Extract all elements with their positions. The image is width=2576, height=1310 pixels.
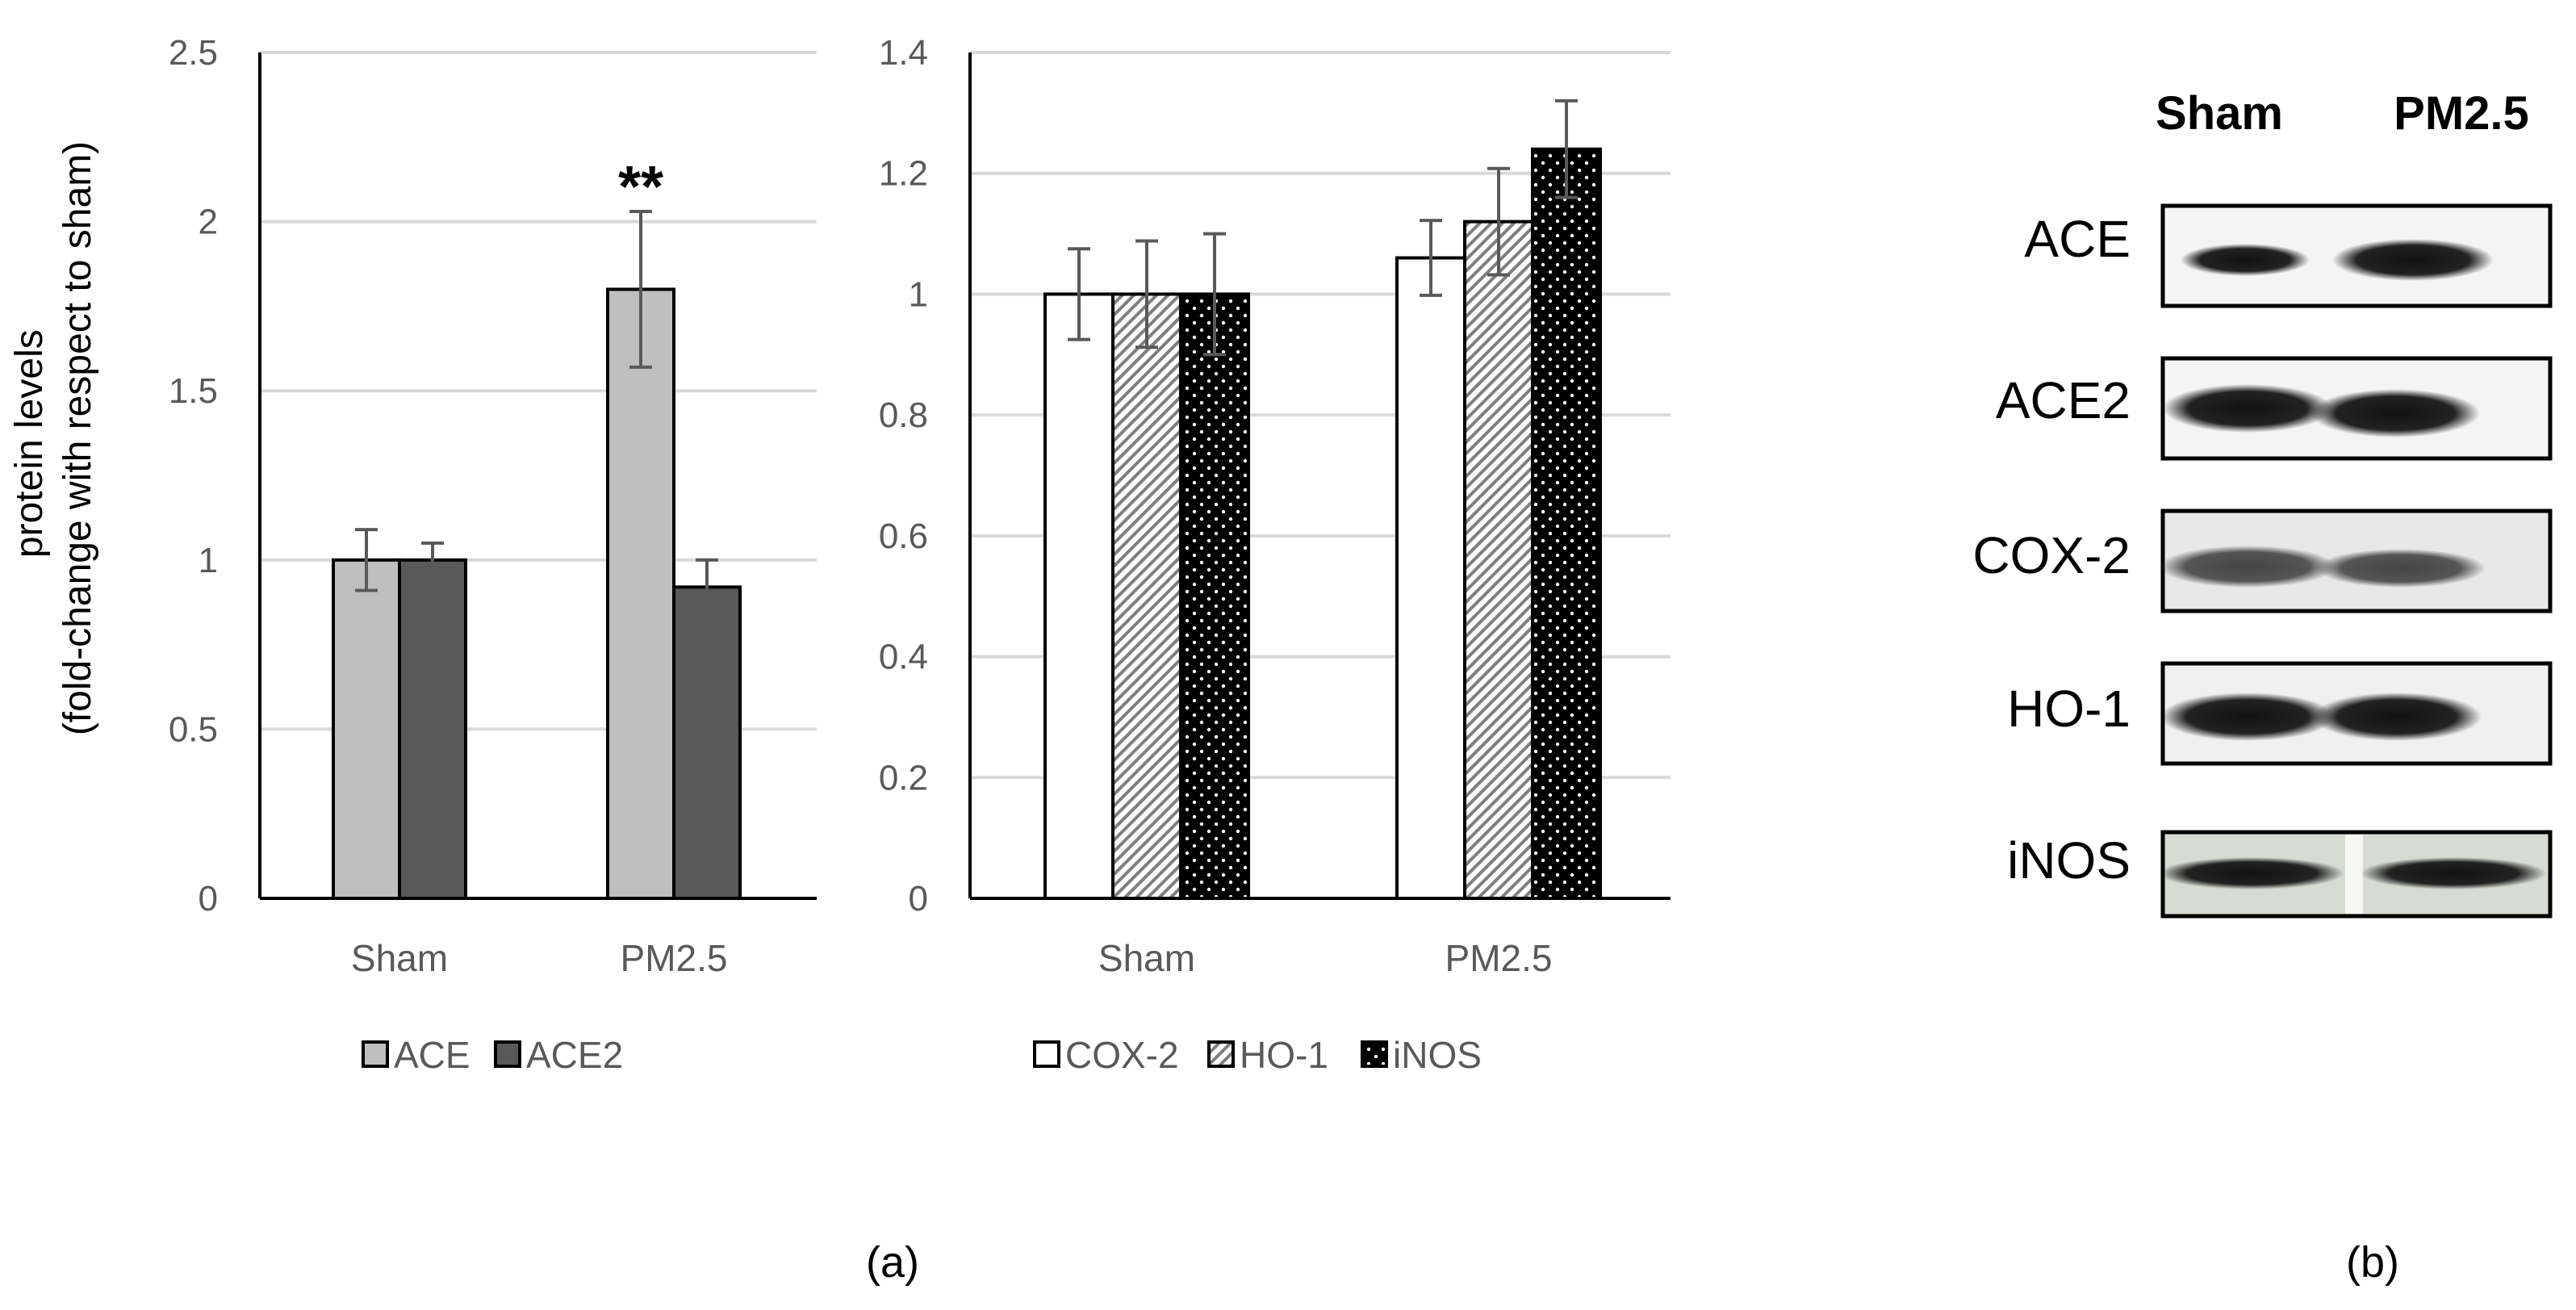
- y-label-line-1: protein levels: [8, 329, 51, 558]
- ace-axes: [258, 52, 817, 900]
- band-ace-sham: [2181, 244, 2310, 276]
- ace-legend: ACE ACE2: [362, 1034, 623, 1076]
- inflam-category-label: Sham: [1098, 937, 1195, 979]
- inflam-bar-cox2-1: [1395, 256, 1466, 900]
- band-ho1-sham: [2160, 693, 2335, 741]
- ace-significance-marker: **: [618, 155, 663, 220]
- ace-y-axis-label: protein levels (fold-change with respect…: [8, 141, 99, 735]
- blot-label-inos: iNOS: [2007, 831, 2131, 889]
- inflam-y-tick-label: 0.6: [879, 517, 928, 556]
- inflam-y-tick-label: 0.2: [879, 758, 928, 797]
- ace-tick-labels: 0 0.5 1 1.5 2 2.5 Sham PM2.5: [169, 33, 728, 979]
- band-inos-pm25: [2361, 857, 2546, 889]
- inflam-bar-inos-1: [1531, 147, 1602, 900]
- ace-y-tick-label: 2.5: [169, 33, 218, 73]
- inflam-y-tick-label: 0: [909, 879, 928, 919]
- inflam-bar-ho1-0: [1111, 292, 1182, 900]
- ace-category-label: Sham: [351, 937, 448, 979]
- blot-label-ace: ACE: [2024, 210, 2131, 268]
- inflam-legend: COX-2 HO-1 iNOS: [1033, 1034, 1482, 1076]
- band-ace2-sham: [2163, 384, 2332, 433]
- band-ho1-pm25: [2312, 693, 2482, 741]
- inflam-y-tick-label: 0.8: [879, 396, 928, 435]
- band-ace-pm25: [2332, 239, 2494, 281]
- panel-a-label: (a): [866, 1238, 919, 1287]
- inflam-y-tick-label: 1.2: [879, 154, 928, 194]
- band-ace2-pm25: [2310, 389, 2480, 437]
- blot-row-cox2: COX-2: [1972, 509, 2553, 613]
- y-label-line-2: (fold-change with respect to sham): [56, 141, 99, 735]
- inflam-bar-cox2-0: [1043, 292, 1114, 900]
- inflam-category-label: PM2.5: [1445, 937, 1553, 979]
- ace-bar-ace2-1: [672, 585, 742, 900]
- blot-row-ho1: HO-1: [2007, 661, 2553, 766]
- ace-chart: ** 0 0.5 1 1.5 2 2.5 Sham PM2.5 ACE ACE2 protein…: [8, 33, 817, 1076]
- ace-category-label: PM2.5: [621, 937, 728, 979]
- blot-label-ho1: HO-1: [2007, 680, 2131, 738]
- inflam-legend-label: iNOS: [1393, 1034, 1482, 1076]
- ace-legend-label: ACE: [394, 1034, 470, 1076]
- band-cox2-pm25: [2316, 549, 2486, 588]
- inflam-legend-label: HO-1: [1240, 1034, 1328, 1076]
- inflam-legend-swatch: [1361, 1040, 1388, 1068]
- inflam-legend-label: COX-2: [1065, 1034, 1179, 1076]
- inflam-legend-swatch: [1207, 1040, 1235, 1068]
- inflam-bar-inos-0: [1179, 292, 1250, 900]
- band-inos-sham: [2159, 857, 2344, 889]
- panel-b-label: (b): [2346, 1238, 2399, 1287]
- blot-row-ace: ACE: [2024, 203, 2553, 308]
- western-blot: Sham PM2.5 ACE ACE2 COX-2 HO-1 i: [1972, 87, 2553, 919]
- blot-column-pm25: PM2.5: [2394, 87, 2529, 140]
- blot-row-inos: iNOS: [2007, 830, 2553, 919]
- blot-label-ace2: ACE2: [1996, 371, 2131, 429]
- ace-legend-swatch: [362, 1040, 389, 1068]
- ace-y-tick-label: 0: [199, 879, 218, 919]
- ace-bars: **: [332, 155, 742, 900]
- inflam-legend-swatch: [1033, 1040, 1060, 1068]
- blot-gap-inos: [2345, 835, 2363, 914]
- band-cox2-sham: [2159, 546, 2336, 588]
- inflam-bar-ho1-1: [1463, 220, 1534, 901]
- inflam-y-tick-label: 1.4: [879, 33, 928, 73]
- blot-row-ace2: ACE2: [1996, 356, 2553, 461]
- ace-y-tick-label: 1.5: [169, 371, 218, 411]
- inflam-tick-labels: 0 0.2 0.4 0.6 0.8 1 1.2 1.4 Sham PM2.5: [879, 33, 1553, 979]
- inflam-axes: [968, 52, 1671, 900]
- ace-legend-label: ACE2: [526, 1034, 623, 1076]
- blot-label-cox2: COX-2: [1972, 526, 2131, 584]
- ace-bar-ace-1: [606, 287, 675, 900]
- blot-column-sham: Sham: [2156, 87, 2283, 140]
- ace-y-tick-label: 2: [199, 203, 218, 242]
- ace-y-tick-label: 1: [199, 541, 218, 580]
- inflam-y-tick-label: 1: [909, 274, 928, 314]
- ace-bar-ace-0: [332, 558, 401, 900]
- inflammation-chart: 0 0.2 0.4 0.6 0.8 1 1.2 1.4 Sham PM2.5 COX-2 HO-1 i…: [879, 33, 1671, 1076]
- ace-bar-ace2-0: [398, 558, 467, 900]
- ace-y-tick-label: 0.5: [169, 709, 218, 749]
- inflam-y-tick-label: 0.4: [879, 638, 928, 677]
- ace-legend-swatch: [494, 1040, 521, 1068]
